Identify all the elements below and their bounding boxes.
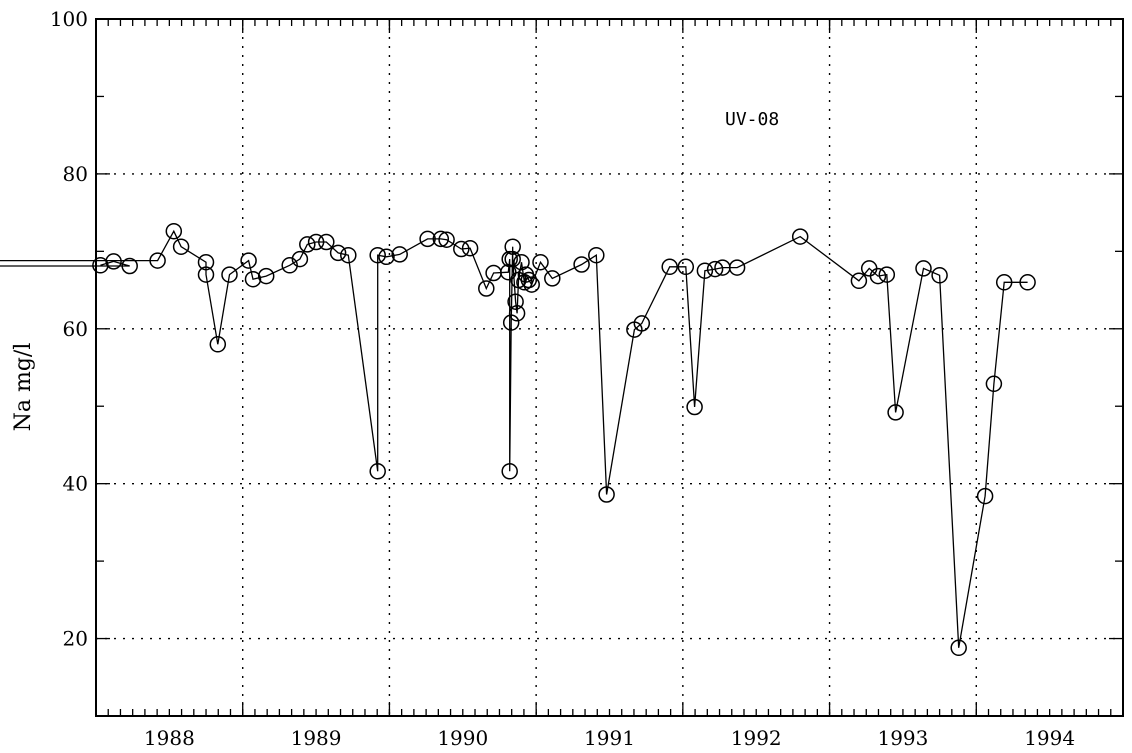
x-tick-label: 1988 [144, 726, 195, 750]
data-point [513, 253, 530, 271]
data-point [523, 276, 540, 293]
data-point [931, 267, 948, 284]
data-point [149, 252, 166, 269]
data-point [677, 258, 695, 276]
data-point [588, 246, 605, 264]
data-point [501, 463, 518, 480]
data-point [461, 239, 479, 257]
data-point [728, 259, 746, 276]
data-point [478, 280, 495, 297]
data-point [507, 293, 524, 310]
data-point [329, 244, 347, 262]
data-point [915, 260, 932, 277]
data-point [1019, 274, 1036, 291]
data-point [378, 248, 395, 266]
data-point [950, 639, 967, 657]
series-line [0, 229, 1028, 648]
data-point [661, 258, 678, 276]
y-tick-label: 20 [63, 627, 88, 651]
data-point [369, 246, 386, 264]
data-point [291, 250, 309, 268]
data-point [544, 270, 561, 287]
x-tick-label: 1992 [731, 726, 782, 750]
data-point [257, 267, 275, 285]
data-point [869, 267, 887, 285]
minor-ticks [95, 19, 1112, 716]
y-tick-label: 100 [50, 7, 88, 31]
data-point [706, 260, 724, 278]
data-point [299, 236, 316, 253]
data-point [281, 257, 298, 274]
data-point [165, 222, 183, 240]
data-point [172, 238, 190, 255]
data-point [520, 271, 538, 289]
data-point [598, 486, 615, 503]
data-point [878, 266, 896, 283]
series-annotation: UV-08 [725, 109, 779, 130]
data-point [453, 240, 470, 258]
series-na [0, 222, 1036, 657]
data-point [573, 256, 590, 273]
plot-frame [95, 18, 1124, 717]
data-point [432, 230, 450, 248]
data-point [995, 274, 1013, 291]
data-point [240, 252, 257, 269]
data-point [197, 253, 215, 271]
y-tick-labels: 20 40 60 80 100 [50, 7, 88, 651]
y-axis-label: Na mg/l [11, 343, 36, 432]
data-point [197, 266, 215, 283]
data-point [850, 272, 868, 290]
y-tick-label: 80 [63, 162, 88, 186]
data-point [369, 463, 386, 480]
data-point [307, 233, 325, 251]
data-point [244, 270, 262, 288]
data-point [976, 487, 994, 505]
x-tick-label: 1991 [584, 726, 635, 750]
data-point [340, 246, 357, 264]
data-point [696, 262, 714, 279]
data-point [686, 398, 703, 416]
data-point [221, 266, 238, 283]
data-point [502, 314, 520, 331]
data-point [508, 305, 526, 322]
data-point [633, 315, 651, 332]
data-point [985, 375, 1003, 393]
grid-lines [96, 19, 1123, 716]
data-point [391, 246, 408, 263]
data-point [887, 404, 904, 421]
x-tick-label: 1994 [1024, 726, 1075, 750]
x-tick-labels: 1988 1989 1990 1991 1992 1993 1994 [144, 726, 1075, 750]
data-point [532, 253, 549, 271]
x-tick-label: 1993 [877, 726, 928, 750]
data-point [504, 250, 521, 268]
data-point [419, 230, 436, 248]
x-tick-label: 1990 [437, 726, 488, 750]
data-point [318, 233, 335, 251]
major-ticks [96, 18, 1123, 717]
y-tick-label: 60 [63, 317, 88, 341]
data-point [438, 231, 455, 248]
data-point [105, 253, 122, 270]
y-tick-label: 40 [63, 472, 88, 496]
x-tick-label: 1989 [291, 726, 342, 750]
data-point [504, 238, 521, 255]
data-point [791, 228, 809, 245]
data-point [121, 257, 138, 275]
data-point [209, 336, 227, 353]
